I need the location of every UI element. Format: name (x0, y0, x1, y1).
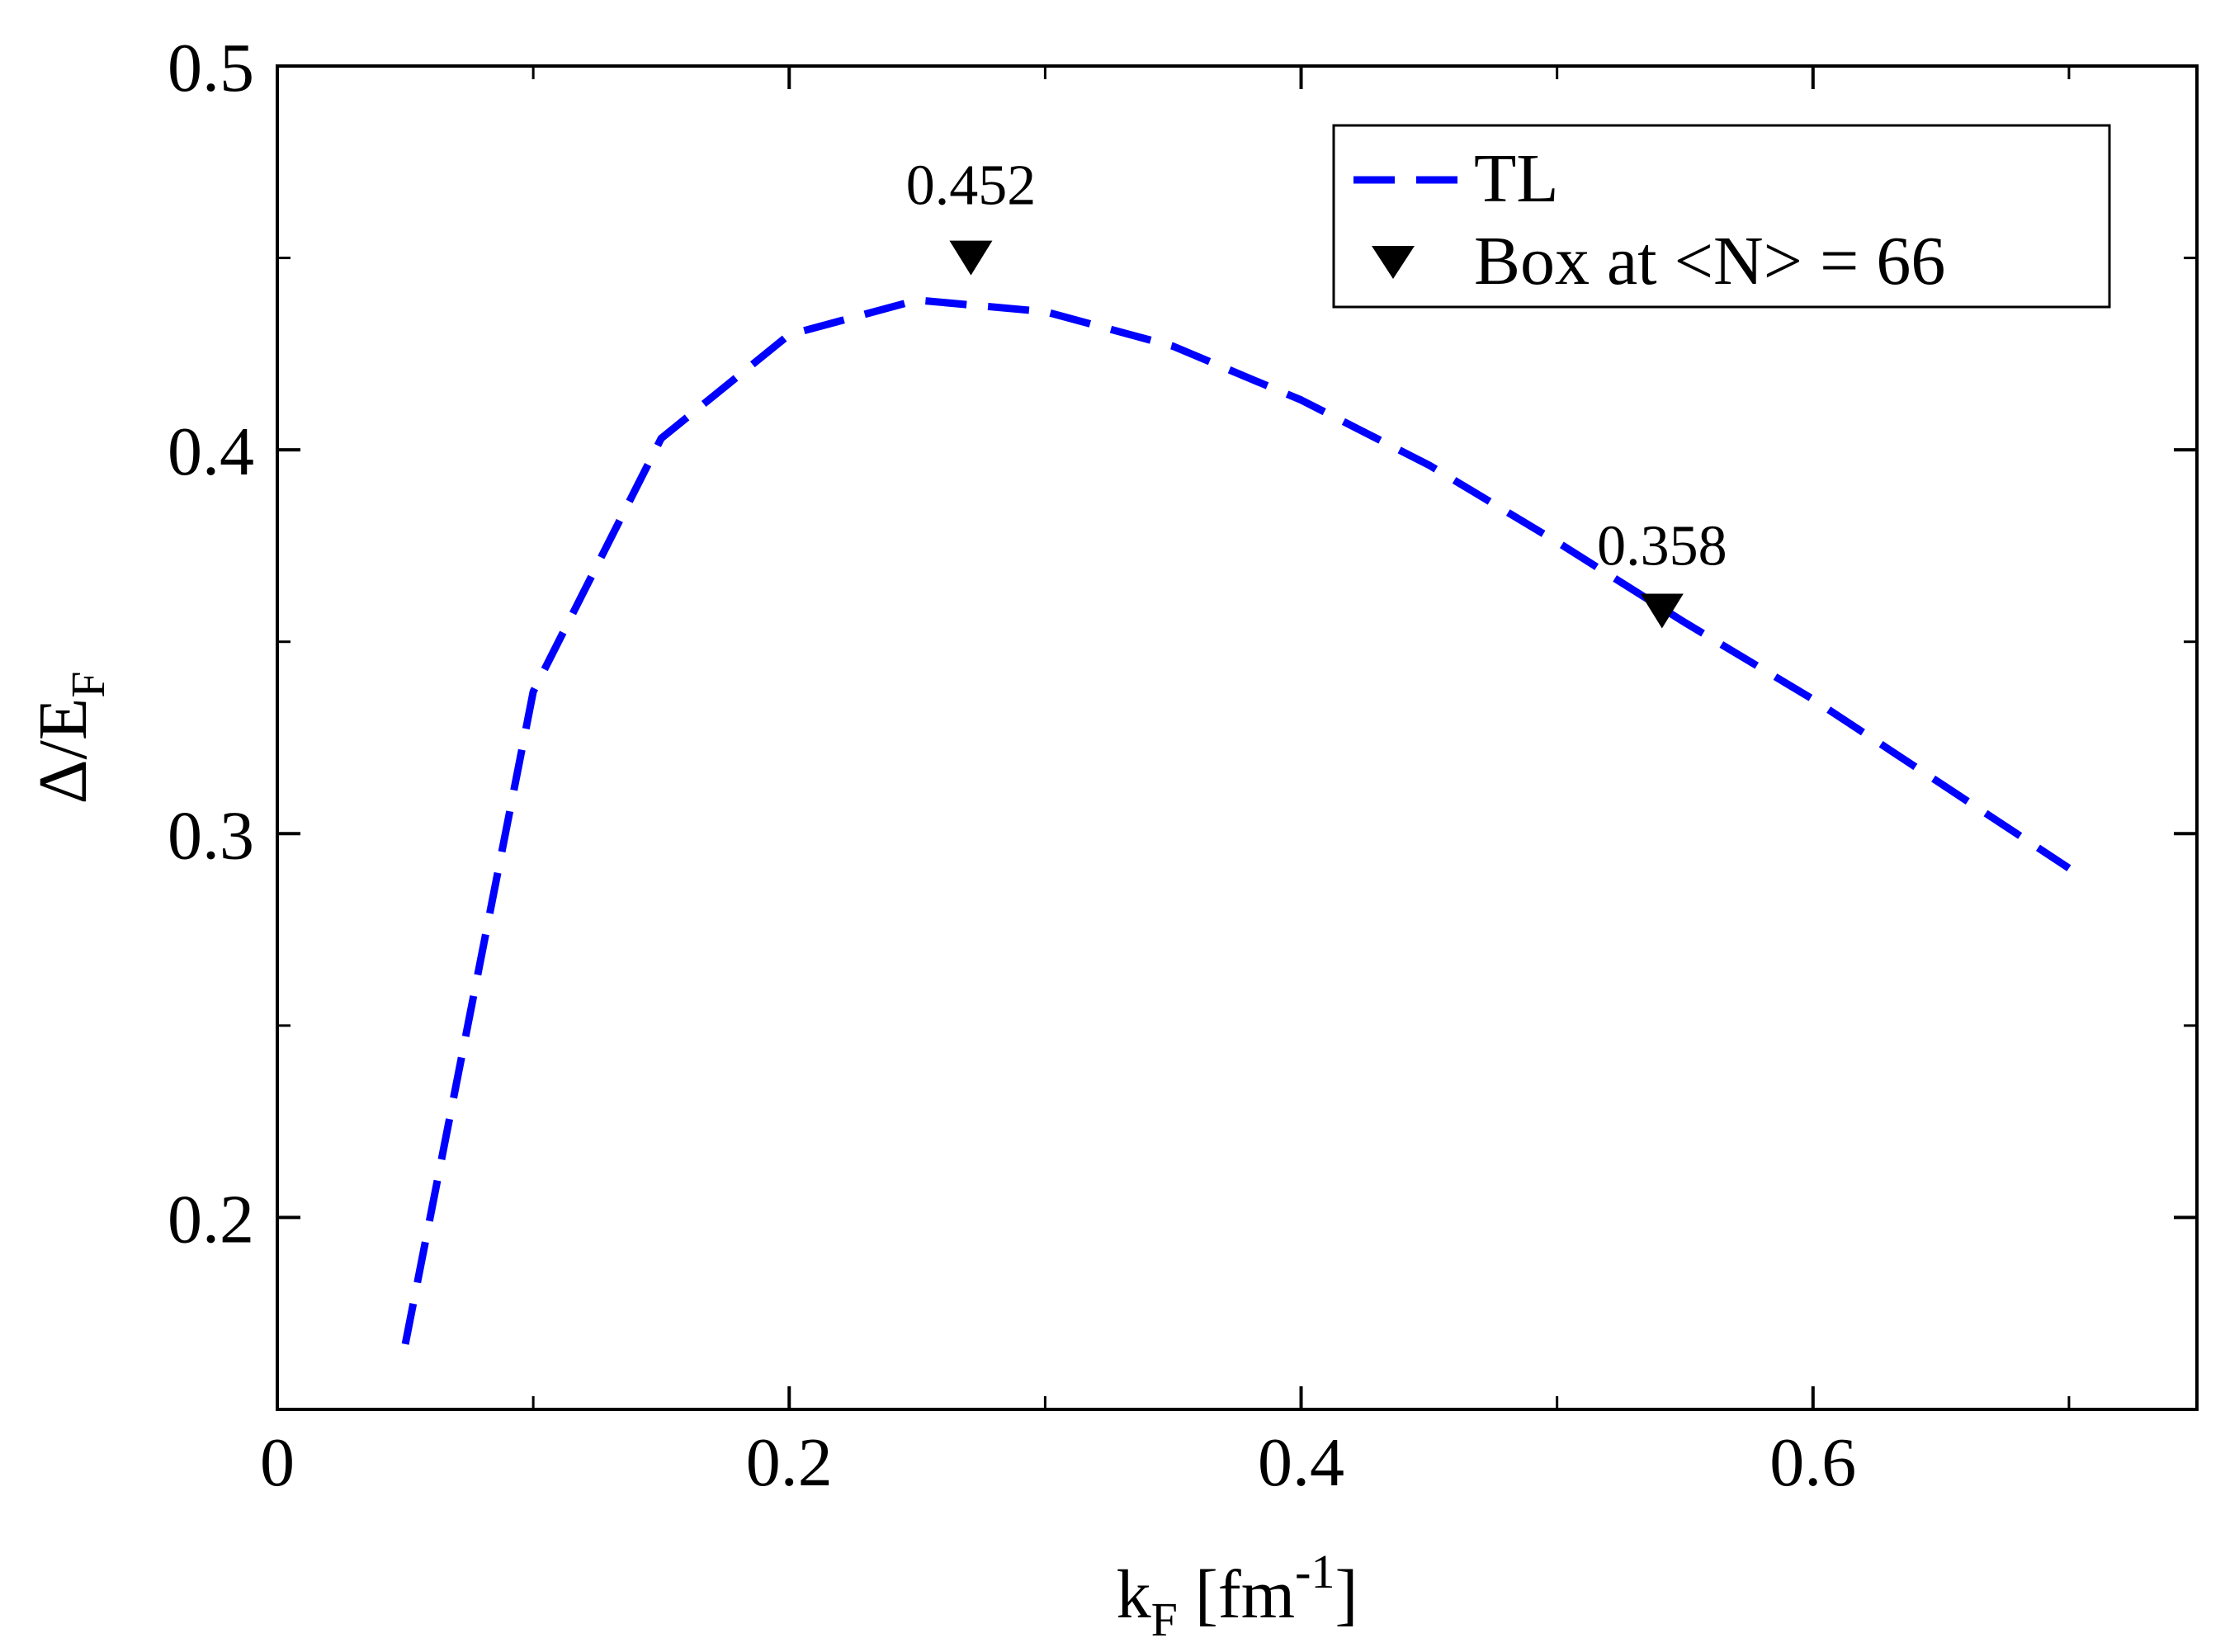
y-tick-label: 0.4 (168, 413, 254, 490)
x-axis-label-sub: F (1151, 1593, 1178, 1646)
x-tick-label: 0.4 (1258, 1424, 1344, 1501)
y-tick-label: 0.3 (168, 797, 254, 874)
tl-series-line (401, 296, 2071, 1345)
plot-frame (276, 64, 2199, 1411)
x-axis-label-sup: -1 (1295, 1545, 1335, 1598)
x-tick-labels: 0 0.2 0.4 0.6 (260, 1424, 1856, 1501)
y-axis-label-base: Δ/E (25, 698, 102, 805)
annotation-layer: 0.452 0.358 (906, 153, 1727, 578)
value-annotation: 0.452 (906, 153, 1037, 217)
minor-ticks (277, 66, 2197, 1409)
x-axis-label-unit: [fm (1178, 1556, 1295, 1633)
value-annotation: 0.358 (1597, 515, 1727, 578)
x-axis-label-base: k (1117, 1556, 1151, 1633)
legend-box-marker (1372, 246, 1415, 279)
x-tick-label: 0 (260, 1424, 295, 1501)
series-layer (401, 240, 2071, 1345)
y-axis-label-sub: F (61, 672, 115, 698)
legend-box (1332, 124, 2111, 309)
x-axis-label: kF [fm-1] (1117, 1545, 1358, 1646)
legend-box-label: Box at <N> = 66 (1474, 223, 1945, 300)
y-tick-labels: 0.2 0.3 0.4 0.5 (168, 30, 254, 1258)
y-axis-label: Δ/EF (25, 672, 115, 805)
y-tick-label: 0.5 (168, 30, 254, 106)
box-marker (949, 240, 993, 276)
x-tick-label: 0.2 (746, 1424, 833, 1501)
box-marker (1640, 593, 1684, 629)
x-tick-label: 0.6 (1769, 1424, 1856, 1501)
x-axis-label-close: ] (1335, 1556, 1358, 1633)
y-tick-label: 0.2 (168, 1181, 254, 1258)
legend: TL Box at <N> = 66 (1332, 124, 2111, 309)
legend-tl-label: TL (1474, 140, 1559, 217)
